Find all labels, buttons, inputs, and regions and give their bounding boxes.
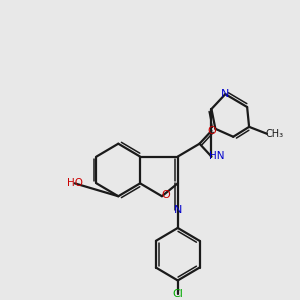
Text: HN: HN — [208, 151, 224, 160]
Text: HO: HO — [67, 178, 83, 188]
Text: Cl: Cl — [172, 289, 183, 299]
Text: N: N — [221, 89, 230, 99]
Text: CH₃: CH₃ — [266, 129, 284, 139]
Text: O: O — [207, 126, 216, 136]
Text: O: O — [161, 190, 170, 200]
Text: N: N — [174, 205, 182, 215]
